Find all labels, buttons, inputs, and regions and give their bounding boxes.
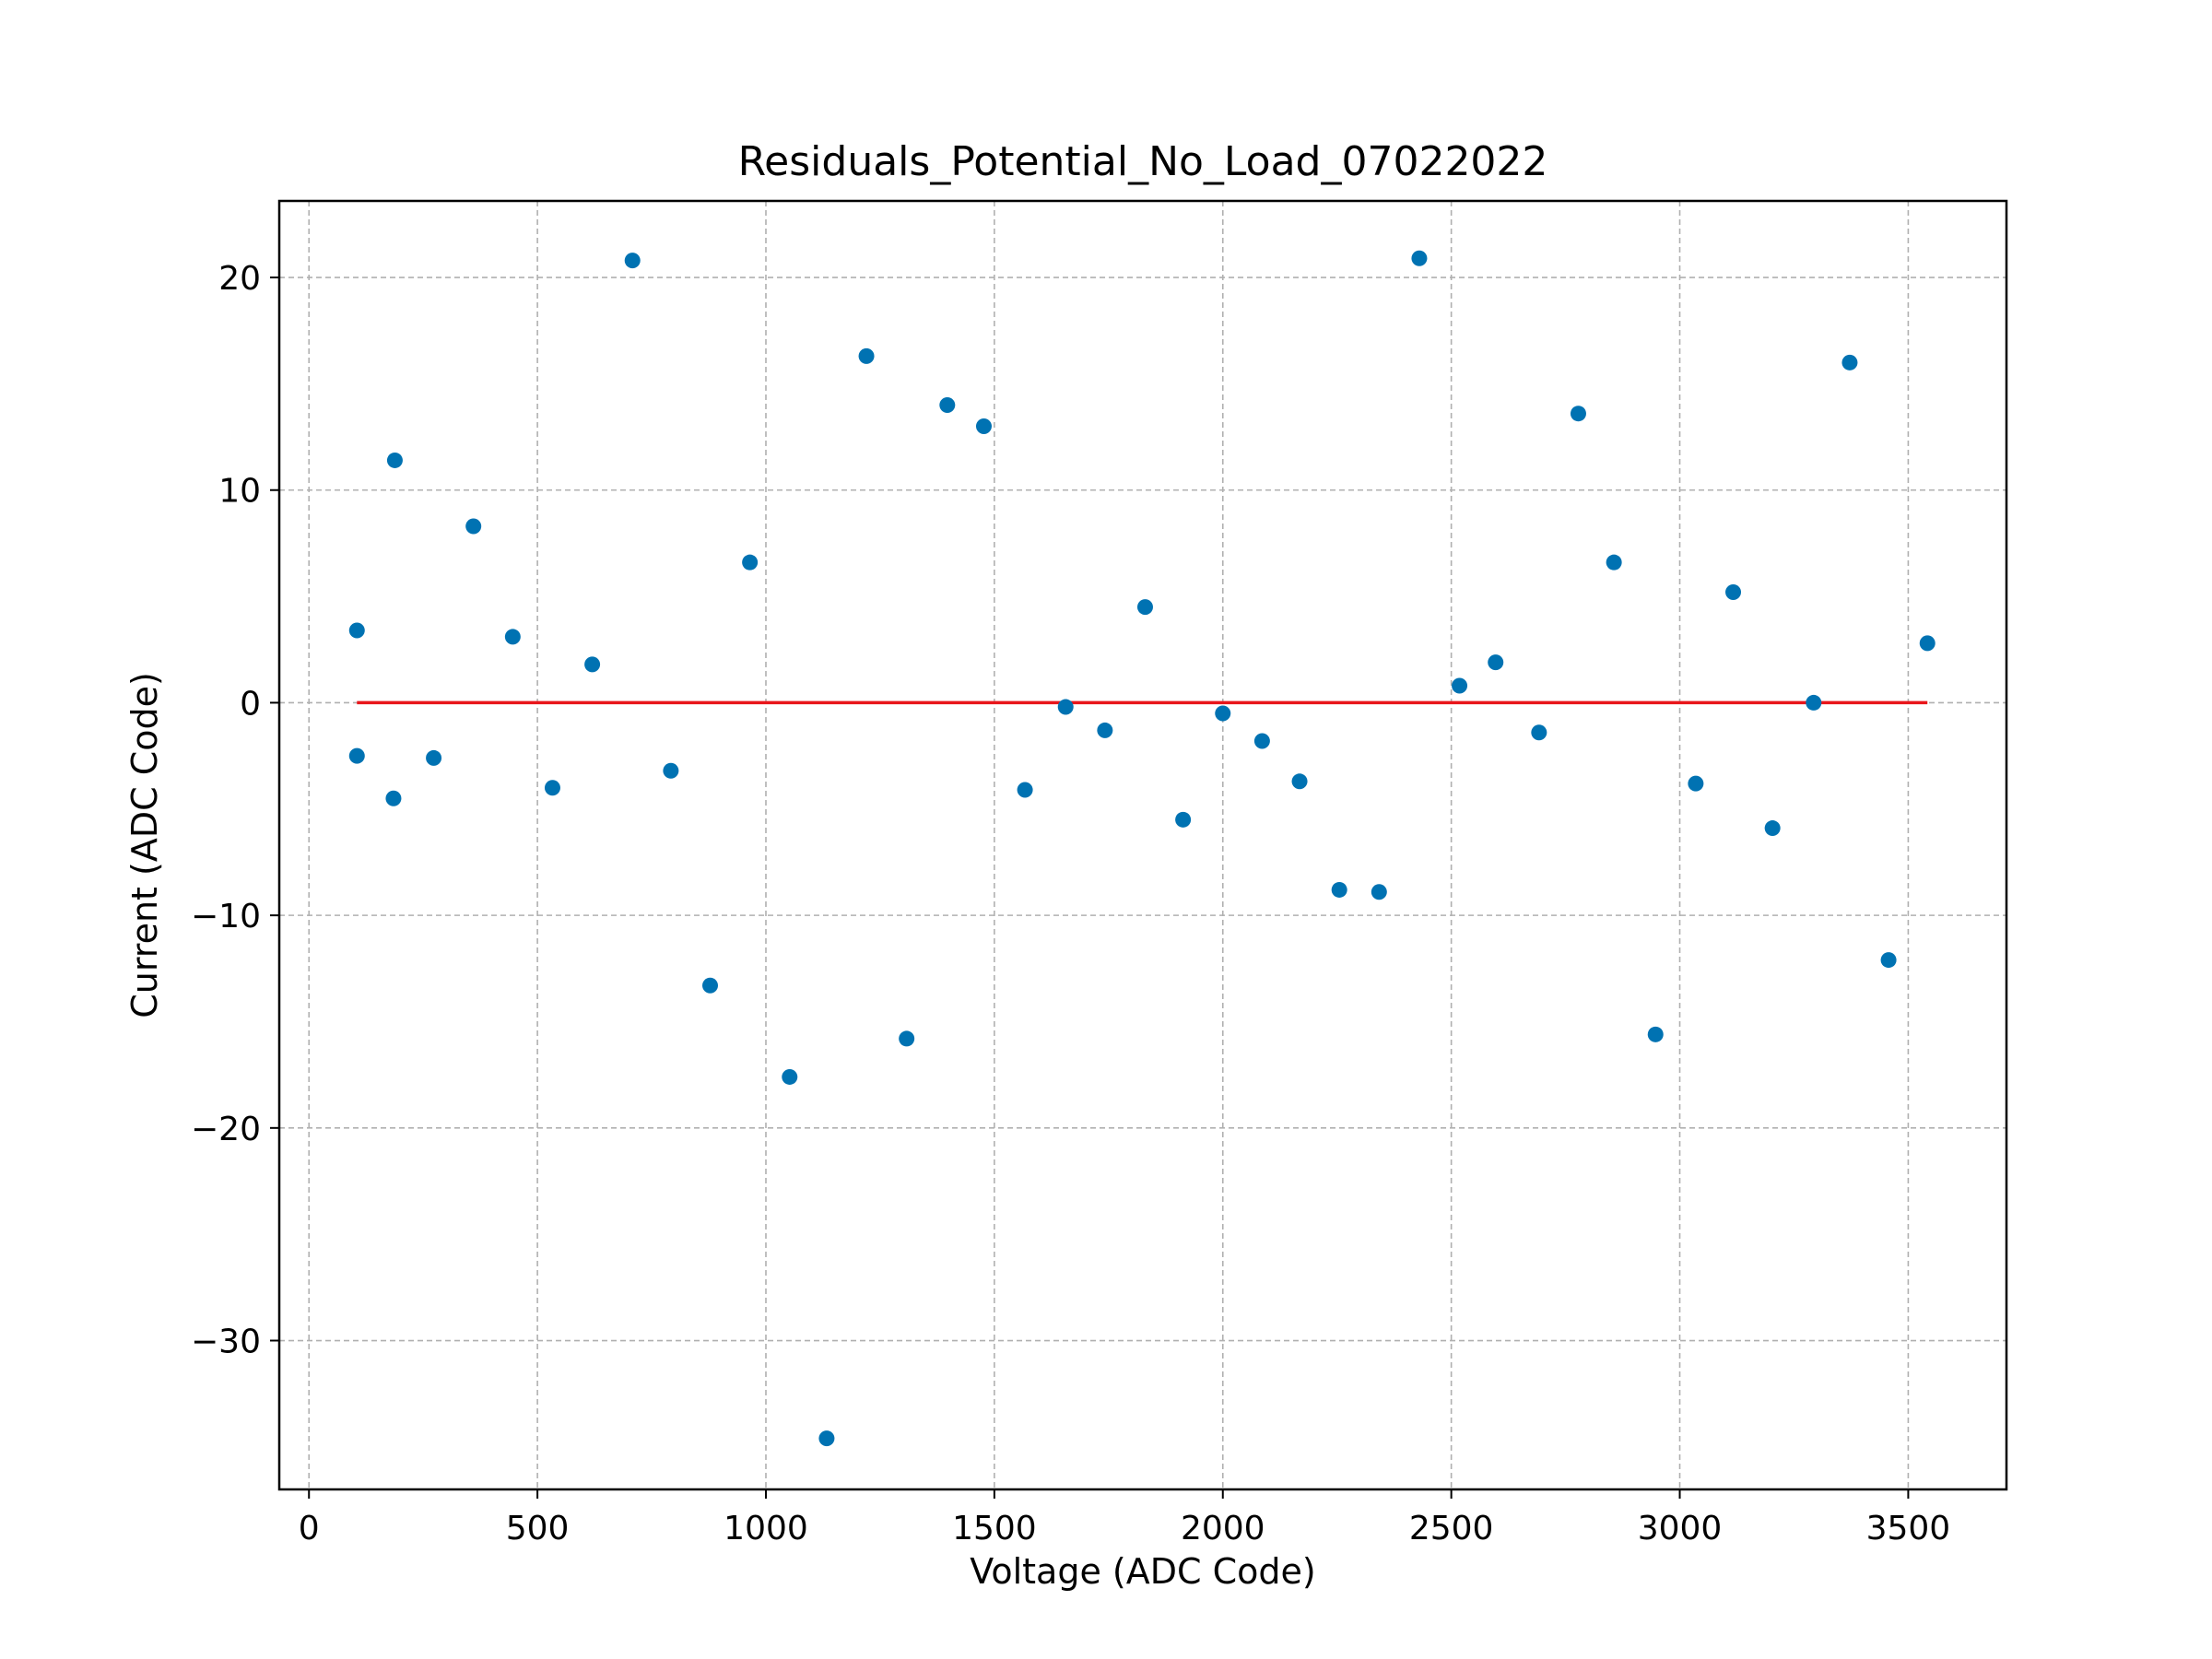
residual-point — [1725, 583, 1742, 600]
residual-point — [899, 1030, 915, 1047]
residual-point — [1488, 654, 1504, 671]
residual-point — [624, 253, 641, 269]
residual-point — [663, 762, 679, 779]
x-tick-label: 3500 — [1866, 1510, 1951, 1547]
residual-point — [348, 747, 365, 764]
y-axis-label: Current (ADC Code) — [124, 672, 165, 1018]
residual-point — [1647, 1026, 1664, 1042]
grid-layer — [279, 201, 2006, 1489]
residual-point — [386, 452, 403, 468]
residual-point — [348, 622, 365, 639]
y-tick-label: 10 — [218, 473, 261, 511]
chart-title: Residuals_Potential_No_Load_07022022 — [738, 138, 1548, 185]
y-tick-label: −10 — [191, 898, 261, 935]
residual-point — [426, 749, 442, 766]
residual-point — [1097, 722, 1113, 738]
residual-point — [975, 418, 992, 435]
residual-point — [1017, 782, 1033, 798]
scatter-points-layer — [348, 250, 1936, 1447]
x-tick-label: 1000 — [724, 1510, 808, 1547]
residual-point — [939, 396, 956, 413]
x-tick-label: 3000 — [1638, 1510, 1723, 1547]
residual-point — [1764, 820, 1781, 837]
residual-point — [465, 518, 482, 535]
residual-point — [1688, 775, 1704, 792]
residual-point — [1531, 724, 1547, 741]
residual-point — [1570, 406, 1586, 422]
x-tick-label: 2500 — [1409, 1510, 1494, 1547]
y-tick-label: −20 — [191, 1111, 261, 1148]
x-axis-label: Voltage (ADC Code) — [970, 1551, 1315, 1592]
residual-point — [1880, 952, 1897, 969]
residual-point — [858, 347, 875, 364]
residual-point — [1452, 677, 1468, 694]
residual-point — [818, 1430, 835, 1447]
x-tick-label: 2000 — [1181, 1510, 1265, 1547]
residual-point — [1606, 554, 1622, 571]
residual-point — [702, 977, 719, 994]
residual-point — [1136, 599, 1153, 616]
residual-point — [1841, 354, 1858, 371]
residual-point — [1057, 699, 1074, 715]
residual-point — [1331, 881, 1347, 898]
residual-point — [1175, 811, 1192, 828]
residual-point — [782, 1068, 798, 1085]
residual-point — [1919, 635, 1936, 652]
x-tick-label: 1500 — [952, 1510, 1037, 1547]
x-tick-label: 0 — [299, 1510, 320, 1547]
residual-point — [504, 629, 521, 645]
axis-ticks-layer: 0 500 1000 1500 2000 2500 3000 3500 −30 −20 −10 0 10… — [191, 260, 1950, 1547]
residual-point — [1215, 705, 1231, 722]
residual-point — [1253, 733, 1270, 749]
residual-point — [1806, 694, 1822, 711]
residual-point — [385, 790, 402, 806]
residual-point — [742, 554, 759, 571]
y-tick-label: −30 — [191, 1324, 261, 1361]
residual-point — [584, 656, 601, 673]
residual-point — [1291, 773, 1308, 790]
x-tick-label: 500 — [506, 1510, 570, 1547]
plot-frame — [277, 199, 2008, 1491]
y-tick-label: 20 — [218, 260, 261, 298]
residual-point — [1371, 884, 1387, 900]
y-tick-label: 0 — [240, 685, 261, 723]
residual-point — [544, 780, 560, 796]
residual-point — [1411, 250, 1428, 266]
